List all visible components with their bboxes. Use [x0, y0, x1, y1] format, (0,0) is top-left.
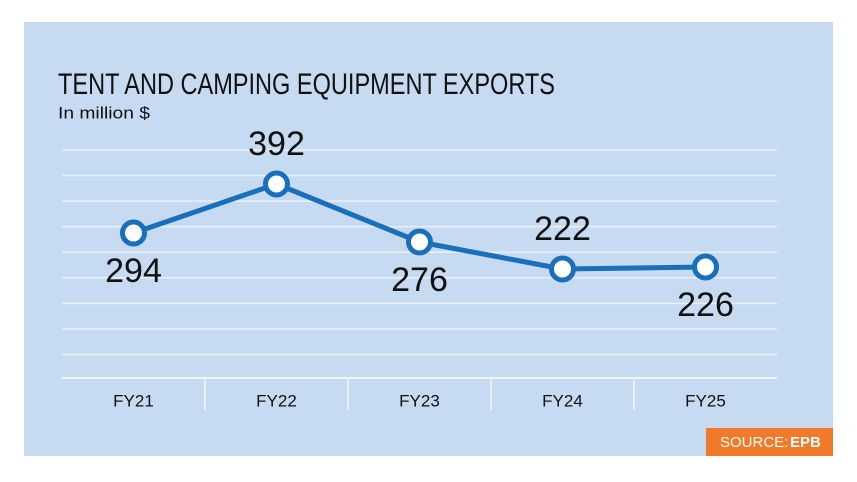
x-tick-label: FY25 — [685, 391, 726, 410]
source: EPB — [790, 434, 821, 451]
marker — [263, 170, 290, 198]
x-tick-label: FY21 — [113, 391, 154, 410]
value-label: 392 — [248, 125, 305, 163]
x-tick-label: FY22 — [256, 391, 297, 410]
source-label: SOURCE: — [720, 434, 788, 451]
value-label: 294 — [105, 252, 162, 290]
chart-subtitle: In million $ — [58, 103, 151, 122]
value-label: 276 — [391, 261, 448, 299]
value-label: 222 — [534, 210, 591, 248]
source-box — [706, 428, 833, 456]
marker — [120, 219, 147, 247]
marker — [692, 253, 719, 281]
marker — [406, 228, 433, 256]
chart-title: TENT AND CAMPING EQUIPMENT EXPORTS — [58, 68, 555, 101]
x-tick-label: FY23 — [399, 391, 440, 410]
value-label: 226 — [677, 286, 734, 324]
marker — [549, 255, 576, 283]
x-tick-label: FY24 — [542, 391, 583, 410]
